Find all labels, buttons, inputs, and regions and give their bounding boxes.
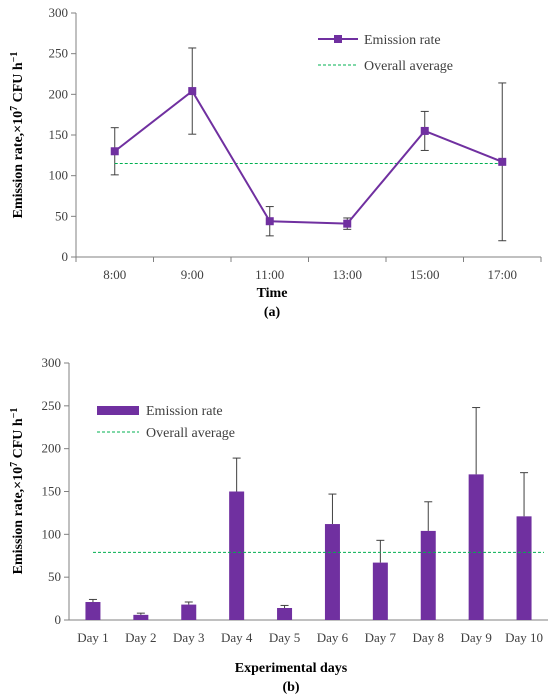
chart-a-caption: (a) xyxy=(264,305,281,320)
y-tick-label: 50 xyxy=(48,569,61,584)
chart-a-legend-average-label: Overall average xyxy=(364,59,453,74)
x-tick-label: Day 3 xyxy=(173,630,204,645)
y-tick-label: 100 xyxy=(42,526,62,541)
bar xyxy=(324,524,340,620)
x-tick-label: 11:00 xyxy=(255,267,284,282)
bar xyxy=(420,530,436,620)
y-tick-label: 50 xyxy=(55,208,68,223)
y-tick-label: 200 xyxy=(49,86,69,101)
data-point xyxy=(420,126,429,135)
bar xyxy=(229,491,245,620)
data-point xyxy=(188,87,197,96)
x-tick-label: 8:00 xyxy=(103,267,126,282)
chart-b-x-axis-title: Experimental days xyxy=(235,661,348,676)
chart-a-x-ticks: 8:00 9:00 11:00 13:00 15:00 17:00 xyxy=(75,257,542,282)
x-tick-label: Day 7 xyxy=(365,630,397,645)
x-tick-label: Day 10 xyxy=(505,630,543,645)
bar xyxy=(277,608,293,620)
x-tick-label: 13:00 xyxy=(332,267,362,282)
x-tick-label: Day 4 xyxy=(221,630,253,645)
data-point xyxy=(343,219,352,228)
y-tick-label: 250 xyxy=(42,398,62,413)
chart-a-legend: Emission rate Overall average xyxy=(318,33,453,74)
chart-b: Emission rate,×107 CFU h−1 0 50 100 150 200 2… xyxy=(9,355,548,695)
y-tick-label: 300 xyxy=(49,5,69,20)
x-tick-label: Day 9 xyxy=(460,630,491,645)
x-tick-label: 17:00 xyxy=(487,267,517,282)
chart-b-caption: (b) xyxy=(282,680,299,695)
x-tick-label: Day 6 xyxy=(317,630,349,645)
y-tick-label: 200 xyxy=(42,441,62,456)
chart-a-plot xyxy=(75,13,541,258)
bar xyxy=(181,604,197,620)
y-tick-label: 150 xyxy=(49,127,69,142)
chart-a-y-axis-title: Emission rate,×107 CFU h−1 xyxy=(9,52,27,219)
x-tick-label: Day 1 xyxy=(77,630,108,645)
bar xyxy=(372,562,388,620)
y-tick-label: 150 xyxy=(42,484,62,499)
chart-b-legend-average-label: Overall average xyxy=(146,426,235,441)
bar xyxy=(468,474,484,620)
chart-b-legend-series-label: Emission rate xyxy=(146,404,223,419)
chart-b-y-axis-title: Emission rate,×107 CFU h−1 xyxy=(9,408,27,575)
x-tick-label: Day 2 xyxy=(125,630,156,645)
chart-a-x-axis-title: Time xyxy=(257,286,288,301)
data-point xyxy=(265,217,274,226)
bar xyxy=(85,602,101,620)
x-tick-label: Day 5 xyxy=(269,630,300,645)
chart-a-legend-series-marker xyxy=(334,35,342,43)
chart-b-legend: Emission rate Overall average xyxy=(97,404,235,441)
y-tick-label: 0 xyxy=(55,612,62,627)
x-tick-label: Day 8 xyxy=(413,630,444,645)
data-point xyxy=(498,157,507,166)
chart-b-legend-series-swatch xyxy=(97,406,139,415)
y-tick-label: 300 xyxy=(42,355,62,370)
data-point xyxy=(110,147,119,156)
chart-a-y-ticks: 0 50 100 150 200 250 300 xyxy=(49,5,76,264)
chart-b-plot xyxy=(68,363,548,621)
bar xyxy=(516,516,532,620)
series-line xyxy=(114,89,503,225)
chart-a: Emission rate,×107 CFU h−1 0 50 100 150 200 2… xyxy=(9,5,542,320)
x-tick-label: 9:00 xyxy=(181,267,204,282)
y-tick-label: 0 xyxy=(62,249,69,264)
y-tick-label: 250 xyxy=(49,46,69,61)
y-tick-label: 100 xyxy=(49,168,69,183)
chart-b-x-ticks: Day 1 Day 2 Day 3 Day 4 Day 5 Day 6 Day 7 Day 8… xyxy=(77,630,543,645)
bar xyxy=(133,614,149,620)
x-tick-label: 15:00 xyxy=(410,267,440,282)
chart-b-y-ticks: 0 50 100 150 200 250 300 xyxy=(42,355,69,627)
chart-a-legend-series-label: Emission rate xyxy=(364,33,441,48)
